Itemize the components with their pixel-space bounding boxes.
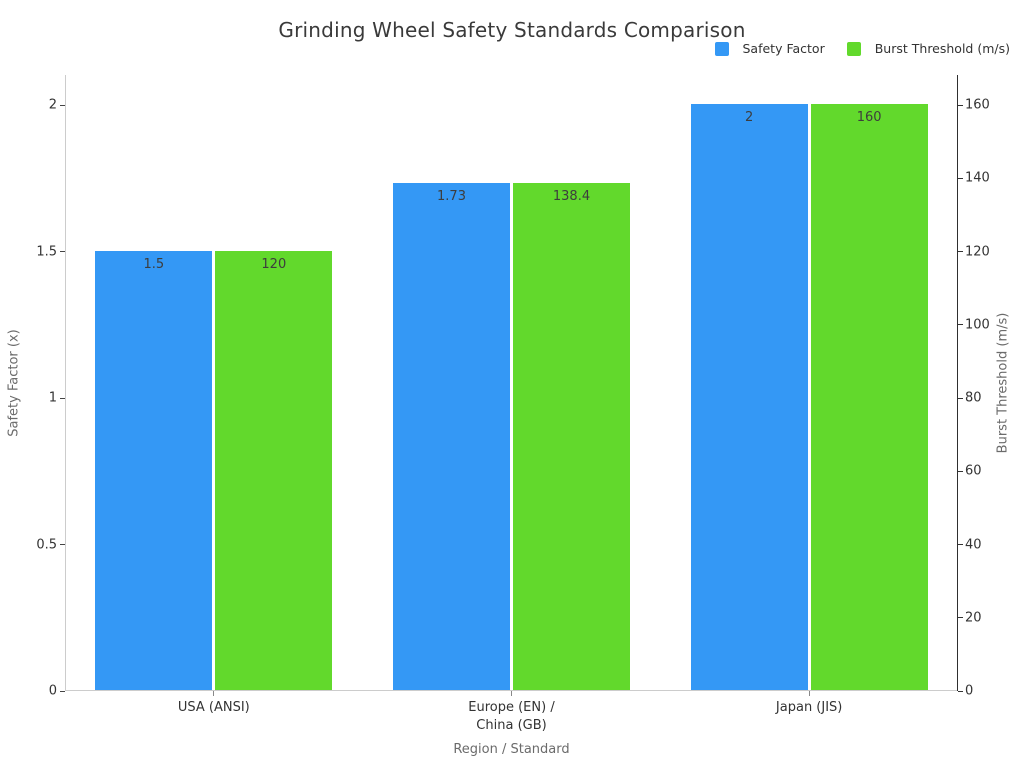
left-axis-tick bbox=[60, 104, 65, 106]
x-axis-tick bbox=[808, 691, 810, 696]
chart-title: Grinding Wheel Safety Standards Comparis… bbox=[278, 18, 746, 42]
legend-item-safety-factor[interactable]: Safety Factor bbox=[714, 41, 825, 56]
right-axis-tick bbox=[958, 324, 963, 326]
left-axis-tick bbox=[60, 690, 65, 692]
left-axis-spine bbox=[65, 75, 66, 691]
left-axis-tick bbox=[60, 397, 65, 399]
plot-area: 0 0.5 1 1.5 2 0 20 40 60 80 100 120 140 160 1.5 120 USA … bbox=[36, 75, 990, 733]
left-axis-tick-label: 1.5 bbox=[36, 244, 57, 259]
left-axis-tick-label: 2 bbox=[48, 97, 57, 113]
x-axis-tick-label: USA (ANSI) bbox=[177, 700, 250, 715]
right-axis-tick-label: 40 bbox=[965, 537, 982, 552]
bar-safety-factor-usa-ansi[interactable] bbox=[95, 250, 213, 690]
right-axis-title: Burst Threshold (m/s) bbox=[995, 312, 1011, 454]
right-axis-tick-label: 120 bbox=[965, 244, 990, 259]
right-axis-tick bbox=[958, 177, 963, 179]
right-axis-tick bbox=[958, 544, 963, 545]
bar-value-label: 2 bbox=[745, 110, 754, 125]
left-axis-tick-label: 0.5 bbox=[36, 537, 57, 552]
left-axis-tick-label: 1 bbox=[48, 390, 57, 406]
bar-burst-threshold-m-s-europe-en-china-gb[interactable] bbox=[513, 183, 630, 690]
right-axis-tick bbox=[958, 104, 963, 106]
legend-item-burst-threshold-m-s[interactable]: Burst Threshold (m/s) bbox=[846, 41, 1010, 56]
bar-value-label: 138.4 bbox=[552, 189, 591, 205]
right-axis-tick bbox=[958, 617, 963, 619]
right-axis-tick bbox=[958, 397, 963, 399]
left-axis-tick bbox=[60, 251, 65, 252]
legend-label: Safety Factor bbox=[742, 41, 825, 56]
x-axis-tick-label: Japan (JIS) bbox=[775, 700, 843, 715]
x-axis-tick bbox=[511, 691, 512, 696]
right-axis-tick-label: 20 bbox=[965, 610, 982, 626]
bottom-axis-spine bbox=[65, 690, 958, 691]
left-axis-tick-label: 0 bbox=[48, 683, 57, 699]
bar-safety-factor-europe-en-china-gb[interactable] bbox=[393, 183, 510, 690]
right-axis-tick-label: 80 bbox=[965, 390, 982, 406]
x-axis-tick bbox=[213, 691, 215, 696]
bar-value-label: 1.5 bbox=[143, 256, 165, 272]
right-axis-tick bbox=[958, 690, 963, 692]
bar-safety-factor-japan-jis[interactable] bbox=[690, 104, 808, 690]
legend-swatch-icon bbox=[714, 41, 729, 56]
right-axis-tick bbox=[958, 470, 963, 472]
bar-value-label: 160 bbox=[856, 110, 882, 125]
bar-burst-threshold-m-s-usa-ansi[interactable] bbox=[215, 250, 333, 690]
bar-burst-threshold-m-s-japan-jis[interactable] bbox=[810, 104, 928, 690]
right-axis-tick-label: 60 bbox=[965, 463, 982, 479]
right-axis-tick-label: 0 bbox=[965, 683, 974, 699]
x-axis-title: Region / Standard bbox=[453, 742, 570, 757]
bar-value-label: 1.73 bbox=[437, 189, 466, 205]
right-axis-tick-label: 160 bbox=[965, 97, 990, 113]
left-axis-tick bbox=[60, 544, 65, 545]
bar-value-label: 120 bbox=[261, 256, 287, 272]
legend-label: Burst Threshold (m/s) bbox=[874, 41, 1010, 56]
right-axis-tick bbox=[958, 251, 963, 252]
x-axis-tick-label: Europe (EN) / China (GB) bbox=[468, 700, 555, 733]
legend: Safety Factor Burst Threshold (m/s) bbox=[714, 41, 1010, 56]
left-axis-title: Safety Factor (x) bbox=[6, 329, 22, 437]
right-axis-tick-label: 140 bbox=[965, 170, 990, 186]
legend-swatch-icon bbox=[846, 41, 861, 56]
right-axis-tick-label: 100 bbox=[965, 317, 990, 333]
right-axis-spine bbox=[957, 75, 958, 691]
